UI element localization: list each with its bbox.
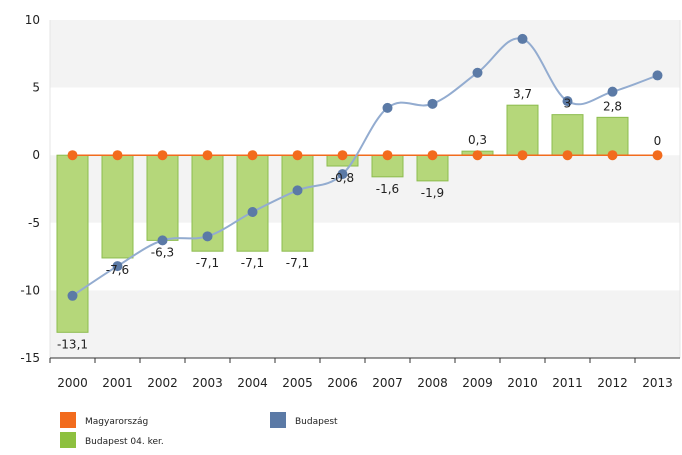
point-magyarorszag (292, 150, 303, 161)
point-magyarorszag (157, 150, 168, 161)
bar (281, 154, 314, 252)
point-budapest (247, 206, 258, 217)
bar-data-label: 3 (564, 97, 572, 111)
point-budapest (337, 169, 348, 180)
x-tick-label: 2001 (102, 376, 133, 390)
x-tick-label: 2007 (372, 376, 403, 390)
x-tick-label: 2012 (597, 376, 628, 390)
point-budapest (112, 261, 123, 272)
point-budapest (607, 86, 618, 97)
point-budapest (517, 33, 528, 44)
point-magyarorszag (247, 150, 258, 161)
point-magyarorszag (607, 150, 618, 161)
bar-data-label: -6,3 (151, 245, 174, 259)
bar-data-label: -0,8 (331, 171, 354, 185)
point-magyarorszag (337, 150, 348, 161)
point-magyarorszag (112, 150, 123, 161)
legend-label: Budapest (295, 417, 338, 427)
x-tick-label: 2009 (462, 376, 493, 390)
point-magyarorszag (652, 150, 663, 161)
point-budapest (292, 185, 303, 196)
y-tick-label: 5 (32, 81, 40, 95)
x-tick-label: 2008 (417, 376, 448, 390)
point-magyarorszag (562, 150, 573, 161)
bar (506, 104, 539, 156)
legend-label: Budapest 04. ker. (85, 437, 164, 447)
bar (146, 154, 179, 241)
y-tick-label: 10 (25, 13, 40, 27)
point-magyarorszag (67, 150, 78, 161)
grid-band (50, 290, 680, 358)
x-tick-label: 2010 (507, 376, 538, 390)
bar (56, 154, 89, 333)
bar (596, 116, 629, 156)
x-tick-label: 2005 (282, 376, 313, 390)
legend-swatch (60, 412, 76, 428)
grid-band (50, 87, 680, 156)
y-tick-label: -15 (20, 351, 40, 365)
bar-data-label: 0,3 (468, 133, 487, 147)
bar-data-label: 3,7 (513, 87, 532, 101)
legend-swatch (270, 412, 286, 428)
y-tick-label: -10 (20, 283, 40, 297)
x-tick-label: 2004 (237, 376, 268, 390)
point-budapest (67, 290, 78, 301)
bar-data-label: -1,6 (376, 182, 399, 196)
series-line-budapest (71, 37, 658, 297)
bar-data-label: 2,8 (603, 99, 622, 113)
grid-band (50, 222, 680, 291)
x-tick-label: 2000 (57, 376, 88, 390)
point-magyarorszag (202, 150, 213, 161)
x-tick-label: 2006 (327, 376, 358, 390)
legend-swatch (60, 432, 76, 448)
grid-band (50, 155, 680, 223)
bar-data-label: -7,6 (106, 263, 129, 277)
bar (236, 154, 269, 252)
bar-data-label: -1,9 (421, 186, 444, 200)
point-budapest (157, 235, 168, 246)
point-budapest (427, 98, 438, 109)
point-budapest (472, 67, 483, 78)
point-budapest (652, 70, 663, 81)
y-tick-label: -5 (28, 216, 40, 230)
point-magyarorszag (427, 150, 438, 161)
point-magyarorszag (382, 150, 393, 161)
legend-label: Magyarország (85, 417, 148, 427)
point-magyarorszag (517, 150, 528, 161)
y-tick-label: 0 (32, 148, 40, 162)
point-budapest (382, 102, 393, 113)
grid-band (50, 20, 680, 88)
bar (551, 114, 584, 156)
bar-data-label: -7,1 (196, 256, 219, 270)
point-magyarorszag (472, 150, 483, 161)
x-tick-label: 2002 (147, 376, 178, 390)
point-budapest (202, 231, 213, 242)
x-tick-label: 2003 (192, 376, 223, 390)
x-tick-label: 2011 (552, 376, 583, 390)
bar-data-label: 0 (654, 134, 662, 148)
point-budapest (562, 96, 573, 107)
bar (101, 154, 134, 259)
bar-data-label: -7,1 (241, 256, 264, 270)
bar-data-label: -13,1 (57, 337, 88, 351)
x-tick-label: 2013 (642, 376, 673, 390)
bar-data-label: -7,1 (286, 256, 309, 270)
